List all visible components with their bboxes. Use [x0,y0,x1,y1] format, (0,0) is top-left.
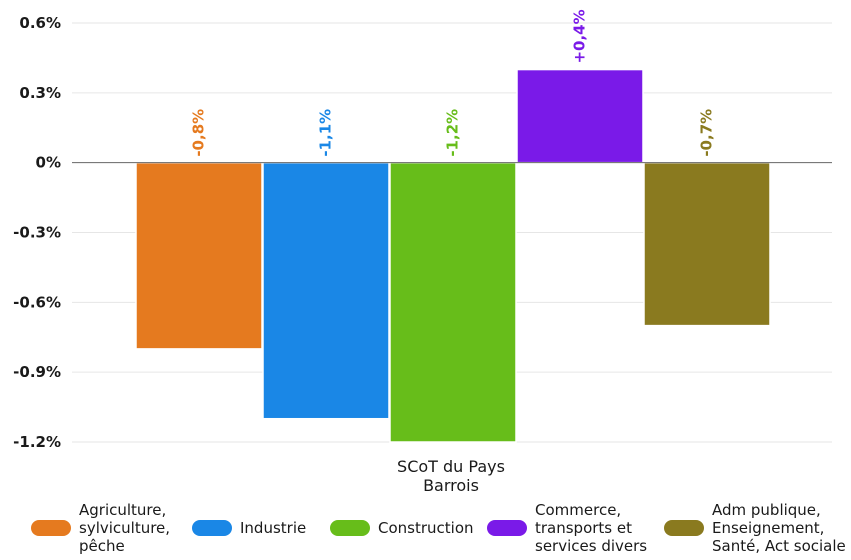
legend-swatch[interactable] [192,520,232,536]
bar[interactable] [262,161,390,420]
legend-label[interactable]: pêche [79,537,125,555]
data-label: +0,4% [571,9,589,63]
legend-label[interactable]: Industrie [240,519,306,537]
category-label: Barrois [423,476,479,495]
data-labels: -0,8% -1,1% -1,2% +0,4% -0,7% [190,9,716,156]
category-label: SCoT du Pays [397,457,505,476]
bar[interactable] [389,161,517,443]
y-tick-label: -1.2% [13,433,61,451]
data-label: -1,1% [317,109,335,157]
y-tick-label: 0% [36,154,61,172]
y-tick-label: -0.6% [13,293,61,311]
y-tick-label: 0.6% [19,14,61,32]
legend-swatch[interactable] [330,520,370,536]
data-label: -1,2% [444,109,462,157]
y-tick-label: 0.3% [19,84,61,102]
legend: Agriculture,sylviculture,pêche Industrie C… [31,501,846,555]
data-label: -0,7% [698,109,716,157]
data-label: -0,8% [190,109,208,157]
legend-label[interactable]: Commerce, [535,501,621,519]
legend-label[interactable]: transports et [535,519,632,537]
legend-label[interactable]: Agriculture, [79,501,166,519]
legend-label[interactable]: Construction [378,519,474,537]
legend-label[interactable]: Santé, Act sociale [712,537,846,555]
legend-label[interactable]: services divers [535,537,647,555]
legend-swatch[interactable] [487,520,527,536]
legend-label[interactable]: Adm publique, [712,501,821,519]
y-tick-label: -0.9% [13,363,61,381]
legend-label[interactable]: sylviculture, [79,519,170,537]
y-tick-label: -0.3% [13,224,61,242]
bars [135,68,771,443]
bar[interactable] [643,161,771,327]
legend-label[interactable]: Enseignement, [712,519,824,537]
y-axis-tick-labels: 0.6% 0.3% 0% -0.3% -0.6% -0.9% -1.2% [13,14,61,451]
bar[interactable] [516,68,644,164]
legend-swatch[interactable] [664,520,704,536]
legend-swatch[interactable] [31,520,71,536]
bar[interactable] [135,161,263,350]
